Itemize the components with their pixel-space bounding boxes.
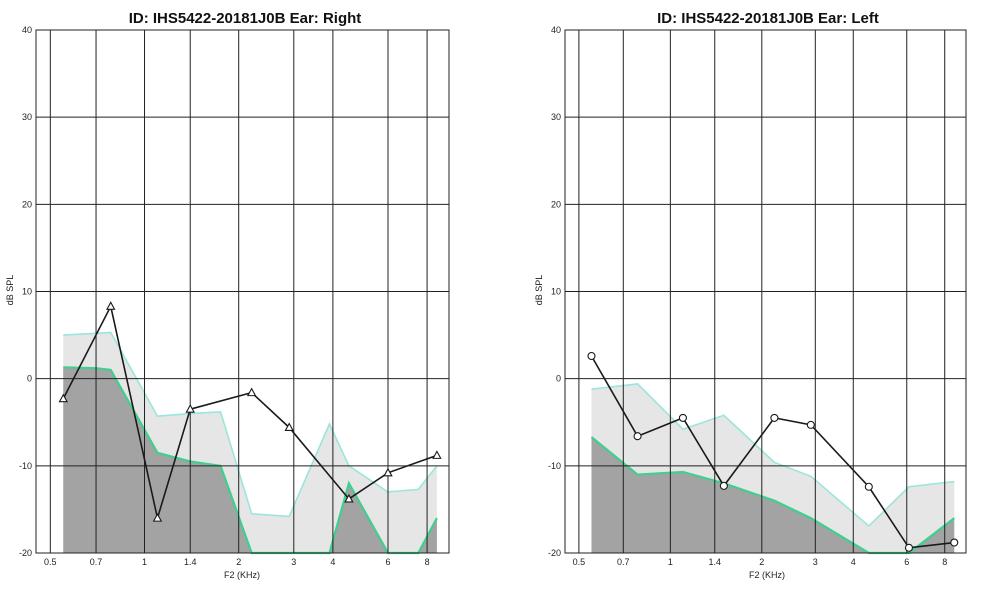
y-tick-label: 20 xyxy=(551,199,561,209)
y-tick-label: -10 xyxy=(19,461,32,471)
series-left xyxy=(587,351,959,552)
data-point xyxy=(719,481,728,490)
upper-band-edge-left xyxy=(591,383,955,528)
data-point xyxy=(770,413,779,422)
series-right xyxy=(58,301,442,522)
data-point xyxy=(950,538,959,547)
x-axis-label-left: F2 (KHz) xyxy=(749,570,785,580)
y-tick-label: 10 xyxy=(22,287,32,297)
x-tick-label: 1.4 xyxy=(708,557,721,567)
x-tick-label: 4 xyxy=(851,557,856,567)
data-point xyxy=(284,422,294,432)
x-tick-label: 0.5 xyxy=(573,557,586,567)
y-tick-label: 0 xyxy=(556,374,561,384)
x-tick-label: 0.7 xyxy=(617,557,630,567)
left-ear-panel: ID: IHS5422-20181J0B Ear: Left dB SPL F2… xyxy=(534,10,967,580)
data-point xyxy=(864,482,873,491)
grid-left xyxy=(564,29,967,554)
ticks-right: -20 -10 0 10 20 30 40 0.5 0.7 1 1.4 2 3 4 6 8 xyxy=(19,25,430,567)
bands-left xyxy=(590,383,955,555)
y-tick-label: 30 xyxy=(22,112,32,122)
y-tick-label: 30 xyxy=(551,112,561,122)
x-tick-label: 2 xyxy=(759,557,764,567)
data-point xyxy=(678,413,687,422)
y-tick-label: 0 xyxy=(27,374,32,384)
grid-right xyxy=(35,29,450,554)
data-point xyxy=(344,493,354,503)
y-tick-label: 10 xyxy=(551,287,561,297)
ticks-left: -20 -10 0 10 20 30 40 0.5 0.7 1 1.4 2 3 4 6 8 xyxy=(548,25,947,567)
x-tick-label: 3 xyxy=(291,557,296,567)
y-tick-label: -20 xyxy=(548,548,561,558)
x-tick-label: 4 xyxy=(330,557,335,567)
y-tick-label: -20 xyxy=(19,548,32,558)
chart-title-right: ID: IHS5422-20181J0B Ear: Right xyxy=(129,10,362,27)
data-point xyxy=(106,301,116,310)
y-axis-label-left: dB SPL xyxy=(534,275,544,306)
chart-title-left: ID: IHS5422-20181J0B Ear: Left xyxy=(657,10,879,27)
x-tick-label: 0.7 xyxy=(90,557,103,567)
x-tick-label: 0.5 xyxy=(44,557,57,567)
plot-frame-left xyxy=(564,29,967,554)
data-point xyxy=(904,543,913,552)
data-point xyxy=(152,512,163,522)
x-tick-label: 1 xyxy=(668,557,673,567)
y-tick-label: 40 xyxy=(551,25,561,35)
data-point xyxy=(633,432,642,441)
x-tick-label: 3 xyxy=(813,557,818,567)
x-tick-label: 1.4 xyxy=(184,557,197,567)
x-tick-label: 6 xyxy=(385,557,390,567)
x-tick-label: 2 xyxy=(236,557,241,567)
data-point xyxy=(185,404,195,413)
data-point xyxy=(432,450,442,459)
data-point xyxy=(246,387,257,397)
x-axis-label-right: F2 (KHz) xyxy=(224,570,260,580)
lower-band-area-left xyxy=(591,437,955,553)
data-point xyxy=(58,393,68,403)
data-point xyxy=(806,420,815,429)
right-ear-panel: ID: IHS5422-20181J0B Ear: Right dB SPL F… xyxy=(5,10,450,580)
data-point xyxy=(383,467,393,477)
x-tick-label: 1 xyxy=(142,557,147,567)
y-tick-label: 20 xyxy=(22,199,32,209)
x-tick-label: 8 xyxy=(942,557,947,567)
y-tick-label: -10 xyxy=(548,461,561,471)
y-tick-label: 40 xyxy=(22,25,32,35)
plot-frame-right xyxy=(35,29,450,554)
bands-right xyxy=(63,331,438,555)
data-point xyxy=(587,351,596,361)
x-tick-label: 6 xyxy=(904,557,909,567)
y-axis-label-right: dB SPL xyxy=(5,275,15,306)
x-tick-label: 8 xyxy=(425,557,430,567)
